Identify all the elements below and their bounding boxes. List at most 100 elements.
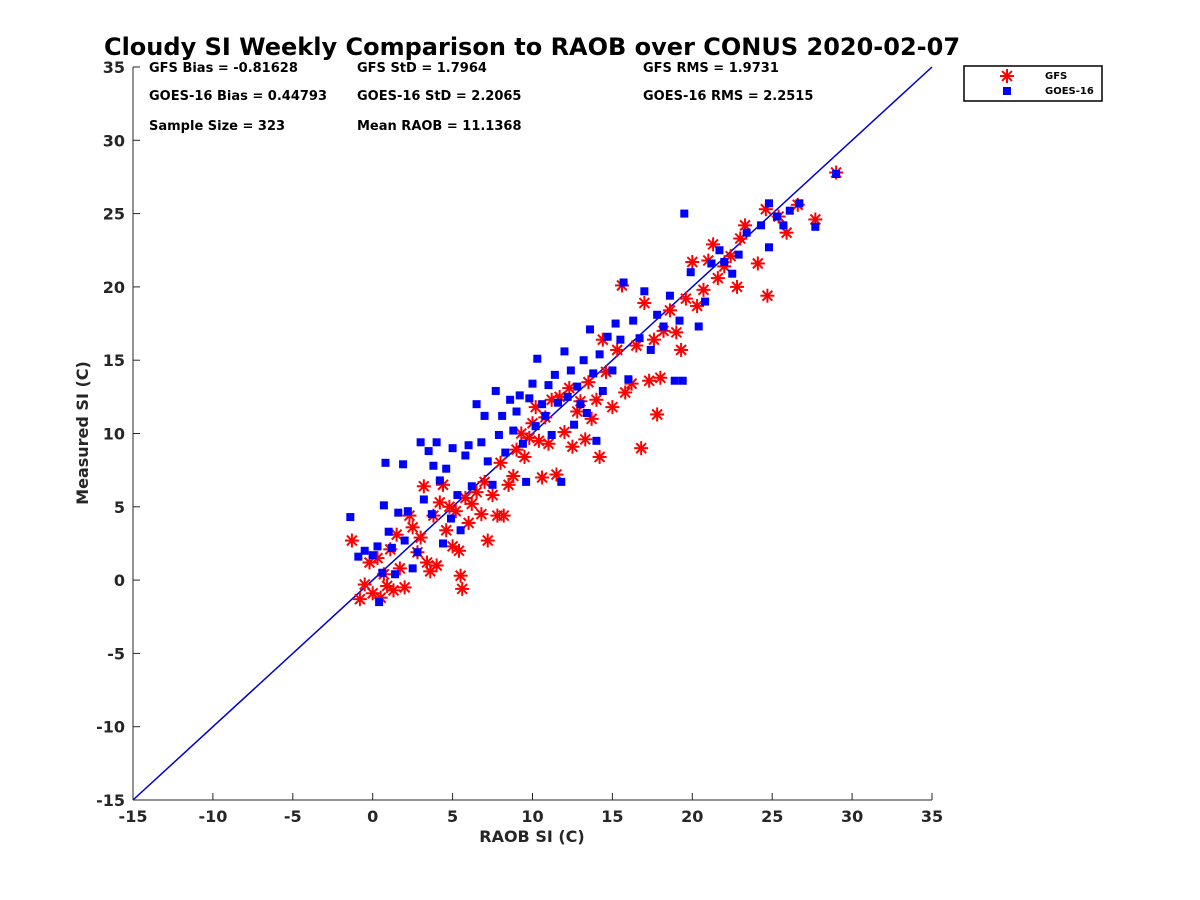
goes16-point bbox=[477, 438, 486, 447]
gfs-point bbox=[397, 580, 412, 595]
x-tick-label: 20 bbox=[681, 807, 703, 826]
goes16-point bbox=[400, 536, 409, 545]
goes16-point bbox=[616, 335, 625, 344]
gfs-point bbox=[451, 543, 466, 558]
goes16-point bbox=[408, 564, 417, 573]
goes16-point bbox=[394, 508, 403, 517]
goes16-point bbox=[715, 246, 724, 255]
goes16-point bbox=[381, 458, 390, 467]
y-tick-label: 5 bbox=[114, 498, 125, 517]
gfs-point bbox=[477, 474, 492, 489]
y-tick-label: 30 bbox=[103, 131, 125, 150]
goes16-point bbox=[678, 376, 687, 385]
gfs-point bbox=[480, 533, 495, 548]
goes16-point bbox=[416, 438, 425, 447]
goes16-point bbox=[742, 228, 751, 237]
goes16-point bbox=[518, 439, 527, 448]
goes16-point bbox=[541, 411, 550, 420]
gfs-point bbox=[674, 342, 689, 357]
gfs-point bbox=[634, 441, 649, 456]
x-tick-label: -10 bbox=[198, 807, 227, 826]
gfs-point bbox=[416, 479, 431, 494]
goes16-point bbox=[629, 316, 638, 325]
goes16-point bbox=[570, 420, 579, 429]
gfs-point bbox=[485, 488, 500, 503]
goes16-point bbox=[467, 482, 476, 491]
goes16-point bbox=[640, 287, 649, 296]
goes16-point bbox=[582, 408, 591, 417]
goes16-point bbox=[563, 392, 572, 401]
gfs-point bbox=[696, 282, 711, 297]
goes16-point bbox=[472, 400, 481, 409]
gfs-point bbox=[565, 439, 580, 454]
gfs-point bbox=[474, 507, 489, 522]
gfs-point bbox=[685, 254, 700, 269]
y-tick-label: -10 bbox=[96, 718, 125, 737]
stat-sample-size: Sample Size = 323 bbox=[149, 119, 285, 134]
gfs-point bbox=[678, 291, 693, 306]
gfs-point bbox=[669, 325, 684, 340]
y-tick-label: -5 bbox=[107, 644, 125, 663]
gfs-point bbox=[650, 407, 665, 422]
goes16-point bbox=[512, 407, 521, 416]
gfs-point bbox=[581, 375, 596, 390]
goes16-point bbox=[573, 382, 582, 391]
goes16-point bbox=[488, 480, 497, 489]
goes16-point bbox=[456, 526, 465, 535]
legend-box bbox=[963, 65, 1103, 102]
goes16-point bbox=[665, 291, 674, 300]
goes16-point bbox=[547, 430, 556, 439]
goes16-point bbox=[554, 398, 563, 407]
stat-mean-raob: Mean RAOB = 11.1368 bbox=[357, 119, 522, 134]
goes16-point bbox=[424, 447, 433, 456]
gfs-point bbox=[439, 523, 454, 538]
goes16-point bbox=[506, 395, 515, 404]
goes16-point bbox=[413, 548, 422, 557]
goes16-point bbox=[619, 278, 628, 287]
stat-goes-bias: GOES-16 Bias = 0.44793 bbox=[149, 89, 327, 104]
goes16-point bbox=[686, 268, 695, 277]
gfs-point bbox=[541, 436, 556, 451]
goes16-point bbox=[772, 212, 781, 221]
gfs-point bbox=[710, 271, 725, 286]
gfs-point bbox=[517, 449, 532, 464]
goes16-point bbox=[435, 476, 444, 485]
goes16-point bbox=[675, 316, 684, 325]
legend-gfs-asterisk bbox=[1000, 69, 1014, 83]
goes16-point bbox=[432, 438, 441, 447]
goes16-point bbox=[373, 542, 382, 551]
legend-goes16-square bbox=[1003, 87, 1011, 95]
goes16-point bbox=[480, 411, 489, 420]
gfs-point bbox=[589, 392, 604, 407]
goes16-point bbox=[579, 356, 588, 365]
goes16-point bbox=[368, 551, 377, 560]
gfs-point bbox=[730, 279, 745, 294]
goes16-point bbox=[734, 250, 743, 259]
goes16-point bbox=[378, 568, 387, 577]
y-tick-label: 15 bbox=[103, 351, 125, 370]
gfs-point bbox=[496, 508, 511, 523]
gfs-point bbox=[690, 298, 705, 313]
y-tick-label: 25 bbox=[103, 205, 125, 224]
goes16-point bbox=[533, 354, 542, 363]
goes16-point bbox=[701, 297, 710, 306]
goes16-point bbox=[624, 375, 633, 384]
goes16-point bbox=[707, 259, 716, 268]
chart-title: Cloudy SI Weekly Comparison to RAOB over… bbox=[104, 33, 960, 61]
gfs-point bbox=[662, 303, 677, 318]
goes16-point bbox=[448, 444, 457, 453]
goes16-point bbox=[429, 461, 438, 470]
goes16-point bbox=[354, 552, 363, 561]
gfs-point bbox=[357, 577, 372, 592]
gfs-point bbox=[392, 561, 407, 576]
legend: GFS GOES-16 bbox=[963, 65, 1103, 102]
gfs-point bbox=[389, 527, 404, 542]
goes16-point bbox=[360, 546, 369, 555]
gfs-point bbox=[448, 504, 463, 519]
gfs-point bbox=[455, 581, 470, 596]
goes16-point bbox=[566, 366, 575, 375]
goes16-point bbox=[501, 448, 510, 457]
legend-gfs-label: GFS bbox=[1045, 71, 1067, 82]
goes16-point bbox=[483, 457, 492, 466]
